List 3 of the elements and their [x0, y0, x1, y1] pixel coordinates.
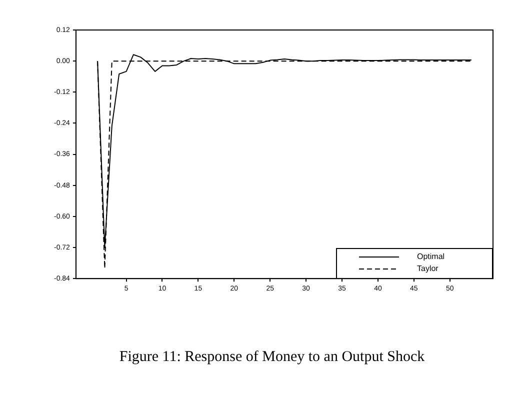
- text: Figure 11: Response of Money to an Output Shock: [119, 348, 426, 365]
- legend-label: Optimal: [417, 252, 445, 262]
- legend-label: Taylor: [417, 264, 438, 274]
